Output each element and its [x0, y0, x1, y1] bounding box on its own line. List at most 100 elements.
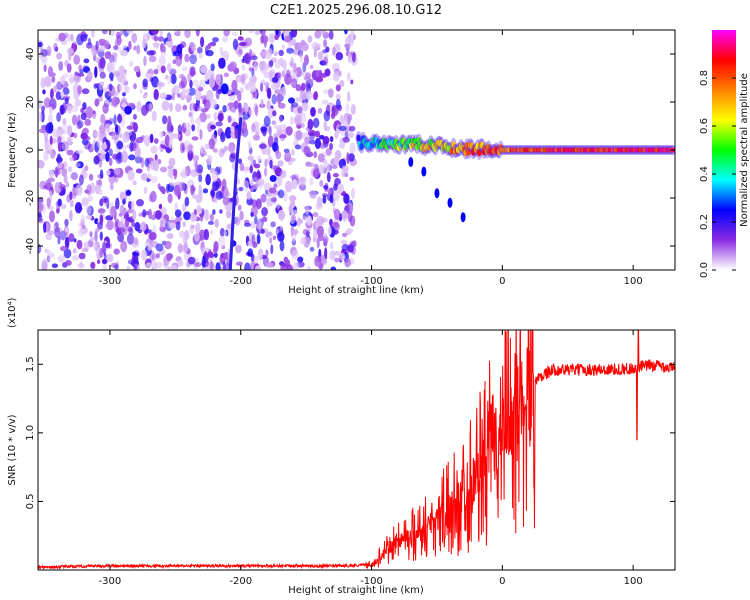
- noise-blob: [317, 153, 325, 163]
- noise-blob: [305, 206, 310, 216]
- noise-blob: [89, 231, 93, 238]
- noise-blob: [142, 78, 148, 88]
- noise-blob: [268, 187, 277, 194]
- noise-blob: [195, 117, 202, 125]
- noise-blob: [348, 153, 355, 162]
- noise-blob: [147, 173, 152, 180]
- noise-blob: [244, 102, 249, 115]
- noise-blob: [345, 227, 354, 234]
- noise-blob: [235, 216, 241, 226]
- noise-blob: [270, 244, 274, 255]
- noise-blob: [184, 196, 190, 207]
- noise-blob: [153, 159, 159, 172]
- noise-blob: [325, 46, 330, 53]
- noise-blob: [232, 31, 238, 36]
- noise-blob: [142, 209, 147, 218]
- noise-blob: [269, 175, 277, 182]
- noise-blob: [177, 124, 183, 135]
- noise-blob: [157, 36, 164, 42]
- noise-blob: [313, 91, 318, 101]
- noise-blob: [70, 105, 79, 113]
- noise-blob: [237, 36, 244, 41]
- noise-blob: [120, 68, 125, 81]
- noise-blob: [208, 220, 214, 225]
- noise-blob: [292, 209, 298, 215]
- noise-blob: [334, 149, 342, 160]
- noise-blob: [42, 258, 50, 264]
- noise-blob: [252, 176, 259, 183]
- noise-blob: [254, 265, 262, 270]
- secondary-mark: [421, 166, 427, 177]
- noise-blob: [94, 230, 98, 242]
- noise-blob: [297, 106, 303, 114]
- noise-blob: [259, 251, 263, 258]
- noise-blob: [194, 262, 202, 267]
- noise-blob: [124, 105, 132, 115]
- noise-blob: [42, 204, 46, 214]
- noise-blob: [129, 60, 134, 68]
- noise-blob: [189, 79, 193, 89]
- noise-blob: [177, 93, 181, 98]
- noise-blob: [158, 203, 163, 210]
- noise-blob: [290, 30, 298, 38]
- noise-blob: [289, 195, 297, 202]
- noise-blob: [168, 157, 176, 167]
- noise-blob: [80, 112, 87, 121]
- noise-blob: [254, 215, 258, 225]
- noise-blob: [249, 165, 253, 174]
- noise-blob: [198, 184, 202, 196]
- noise-blob: [277, 189, 285, 199]
- noise-blob: [172, 59, 177, 65]
- noise-blob: [230, 126, 235, 133]
- noise-blob: [176, 260, 184, 267]
- noise-blob: [114, 91, 119, 96]
- noise-blob: [122, 92, 126, 97]
- noise-blob: [207, 154, 213, 165]
- noise-blob: [347, 244, 354, 253]
- noise-blob: [238, 49, 243, 55]
- noise-blob: [195, 30, 200, 37]
- noise-blob: [341, 232, 348, 238]
- noise-blob: [326, 125, 330, 131]
- noise-blob: [108, 148, 113, 157]
- noise-blob: [188, 143, 193, 154]
- noise-blob: [103, 252, 107, 260]
- noise-blob: [274, 60, 281, 69]
- noise-blob: [276, 93, 282, 105]
- noise-blob: [48, 113, 53, 125]
- noise-blob: [335, 52, 344, 61]
- noise-blob: [169, 131, 174, 141]
- noise-blob: [259, 143, 267, 149]
- noise-blob: [291, 213, 296, 224]
- noise-blob: [212, 180, 220, 192]
- noise-blob: [131, 200, 135, 210]
- noise-blob: [144, 229, 152, 234]
- x-tick-label: -300: [99, 276, 122, 287]
- noise-blob: [263, 115, 271, 128]
- noise-blob: [51, 263, 59, 269]
- noise-blob: [178, 216, 183, 221]
- noise-blob: [99, 71, 106, 79]
- noise-blob: [133, 45, 138, 51]
- noise-blob: [189, 224, 195, 234]
- noise-blob: [310, 107, 316, 117]
- noise-blob: [223, 72, 229, 78]
- noise-blob: [227, 102, 235, 108]
- noise-blob: [59, 183, 66, 190]
- noise-blob: [349, 125, 356, 132]
- noise-blob: [255, 198, 262, 210]
- noise-blob: [101, 241, 107, 254]
- noise-blob: [222, 35, 228, 43]
- noise-blob: [350, 104, 356, 115]
- noise-blob: [70, 172, 79, 181]
- noise-blob: [38, 197, 44, 204]
- noise-blob: [344, 43, 350, 48]
- noise-blob: [97, 188, 103, 196]
- noise-blob: [254, 104, 259, 117]
- noise-blob: [117, 221, 124, 229]
- noise-blob: [102, 87, 108, 93]
- noise-blob: [182, 236, 188, 245]
- noise-blob: [292, 261, 300, 270]
- noise-blob: [62, 87, 70, 95]
